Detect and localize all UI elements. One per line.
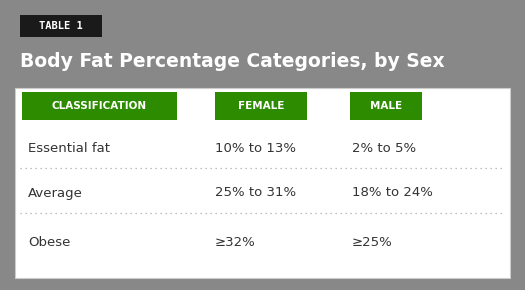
FancyBboxPatch shape (20, 15, 102, 37)
Text: 25% to 31%: 25% to 31% (215, 186, 296, 200)
Text: Body Fat Percentage Categories, by Sex: Body Fat Percentage Categories, by Sex (20, 52, 445, 71)
Text: Obese: Obese (28, 235, 70, 249)
Text: Average: Average (28, 186, 83, 200)
Text: MALE: MALE (370, 101, 402, 111)
Text: FEMALE: FEMALE (238, 101, 284, 111)
Text: ≥32%: ≥32% (215, 235, 256, 249)
FancyBboxPatch shape (215, 92, 307, 120)
Text: 2% to 5%: 2% to 5% (352, 142, 416, 155)
Text: TABLE 1: TABLE 1 (39, 21, 83, 31)
FancyBboxPatch shape (350, 92, 422, 120)
Text: 10% to 13%: 10% to 13% (215, 142, 296, 155)
FancyBboxPatch shape (15, 88, 510, 278)
Text: CLASSIFICATION: CLASSIFICATION (52, 101, 147, 111)
Text: ≥25%: ≥25% (352, 235, 393, 249)
FancyBboxPatch shape (22, 92, 177, 120)
Text: 18% to 24%: 18% to 24% (352, 186, 433, 200)
Text: Essential fat: Essential fat (28, 142, 110, 155)
